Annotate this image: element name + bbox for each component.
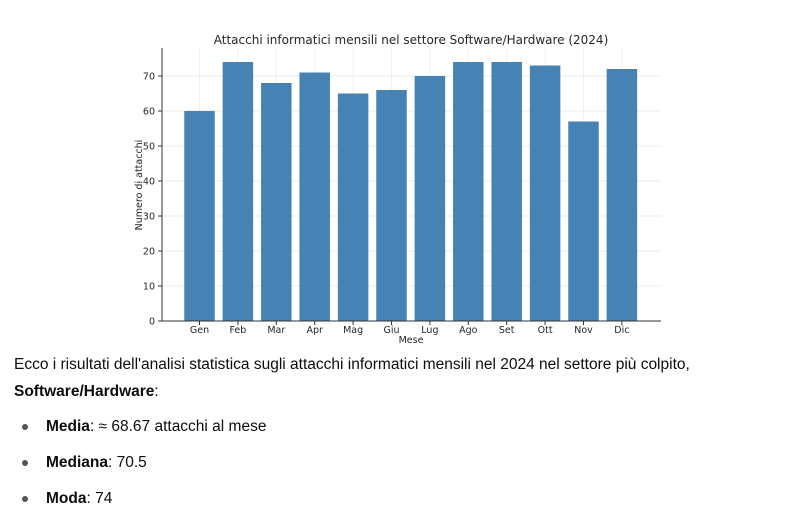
stat-value: : ≈ 68.67 attacchi al mese (89, 418, 267, 435)
bar-lug (414, 76, 446, 321)
chart-image: Attacchi informatici mensili nel settore… (134, 33, 661, 346)
list-item: Media: ≈ 68.67 attacchi al mese (14, 413, 794, 449)
bar-feb (222, 62, 254, 321)
bar-ott (529, 65, 561, 321)
x-tick-label: Mag (343, 325, 363, 336)
bar-ago (453, 62, 484, 321)
list-item: Moda: 74 (14, 485, 794, 521)
x-tick-label: Apr (306, 325, 323, 336)
x-tick-label: Set (499, 325, 515, 336)
x-tick-label: Dic (614, 325, 629, 336)
intro-text: Ecco i risultati dell'analisi statistica… (14, 356, 690, 373)
y-tick-label: 10 (143, 282, 155, 293)
bar-set (491, 62, 522, 321)
bullet-icon (22, 460, 28, 466)
chart-ticks: 0 10 20 30 40 50 60 70 Gen Feb Mar Apr Mag Giu Lug Ago S… (143, 72, 630, 337)
chart-bars (184, 62, 638, 321)
stat-label: Moda (46, 490, 87, 507)
list-item: Mediana: 70.5 (14, 449, 794, 485)
chart-title: Attacchi informatici mensili nel settore… (214, 33, 609, 47)
bar-mar (261, 83, 292, 321)
y-tick-label: 50 (143, 142, 155, 153)
bullet-icon (22, 496, 28, 502)
y-tick-label: 30 (143, 212, 155, 223)
x-tick-label: Lug (421, 325, 438, 336)
y-tick-label: 60 (143, 107, 155, 118)
x-tick-label: Ott (538, 325, 553, 336)
y-axis-label: Numero di attacchi (134, 140, 145, 231)
x-tick-label: Feb (229, 325, 246, 336)
bar-mag (337, 93, 369, 321)
sector-suffix: : (154, 383, 159, 400)
bar-giu (376, 90, 407, 321)
stat-label: Mediana (46, 454, 109, 471)
bar-apr (299, 72, 330, 321)
stats-list: Media: ≈ 68.67 attacchi al mese Mediana:… (14, 413, 794, 521)
x-axis-label: Mese (399, 335, 424, 346)
x-tick-label: Nov (574, 325, 593, 336)
x-tick-label: Gen (190, 325, 209, 336)
message-intro: Ecco i risultati dell'analisi statistica… (14, 351, 794, 405)
stat-label: Media (46, 418, 90, 435)
x-tick-label: Giu (383, 325, 399, 336)
stat-value: : 70.5 (108, 454, 147, 471)
bullet-icon (22, 424, 28, 430)
y-tick-label: 70 (143, 72, 155, 83)
bar-dic (606, 69, 638, 321)
bar-chart: Attacchi informatici mensili nel settore… (134, 33, 661, 346)
sector-name: Software/Hardware (14, 383, 155, 400)
stat-value: : 74 (86, 490, 113, 507)
assistant-message: Ecco i risultati dell'analisi statistica… (14, 351, 794, 521)
chart-axes (161, 48, 661, 322)
x-tick-label: Mar (267, 325, 285, 336)
y-tick-label: 20 (143, 247, 155, 258)
bar-nov (568, 121, 599, 321)
x-tick-label: Ago (459, 325, 478, 336)
y-tick-label: 0 (149, 317, 155, 328)
y-tick-label: 40 (143, 177, 155, 188)
bar-gen (184, 111, 215, 321)
